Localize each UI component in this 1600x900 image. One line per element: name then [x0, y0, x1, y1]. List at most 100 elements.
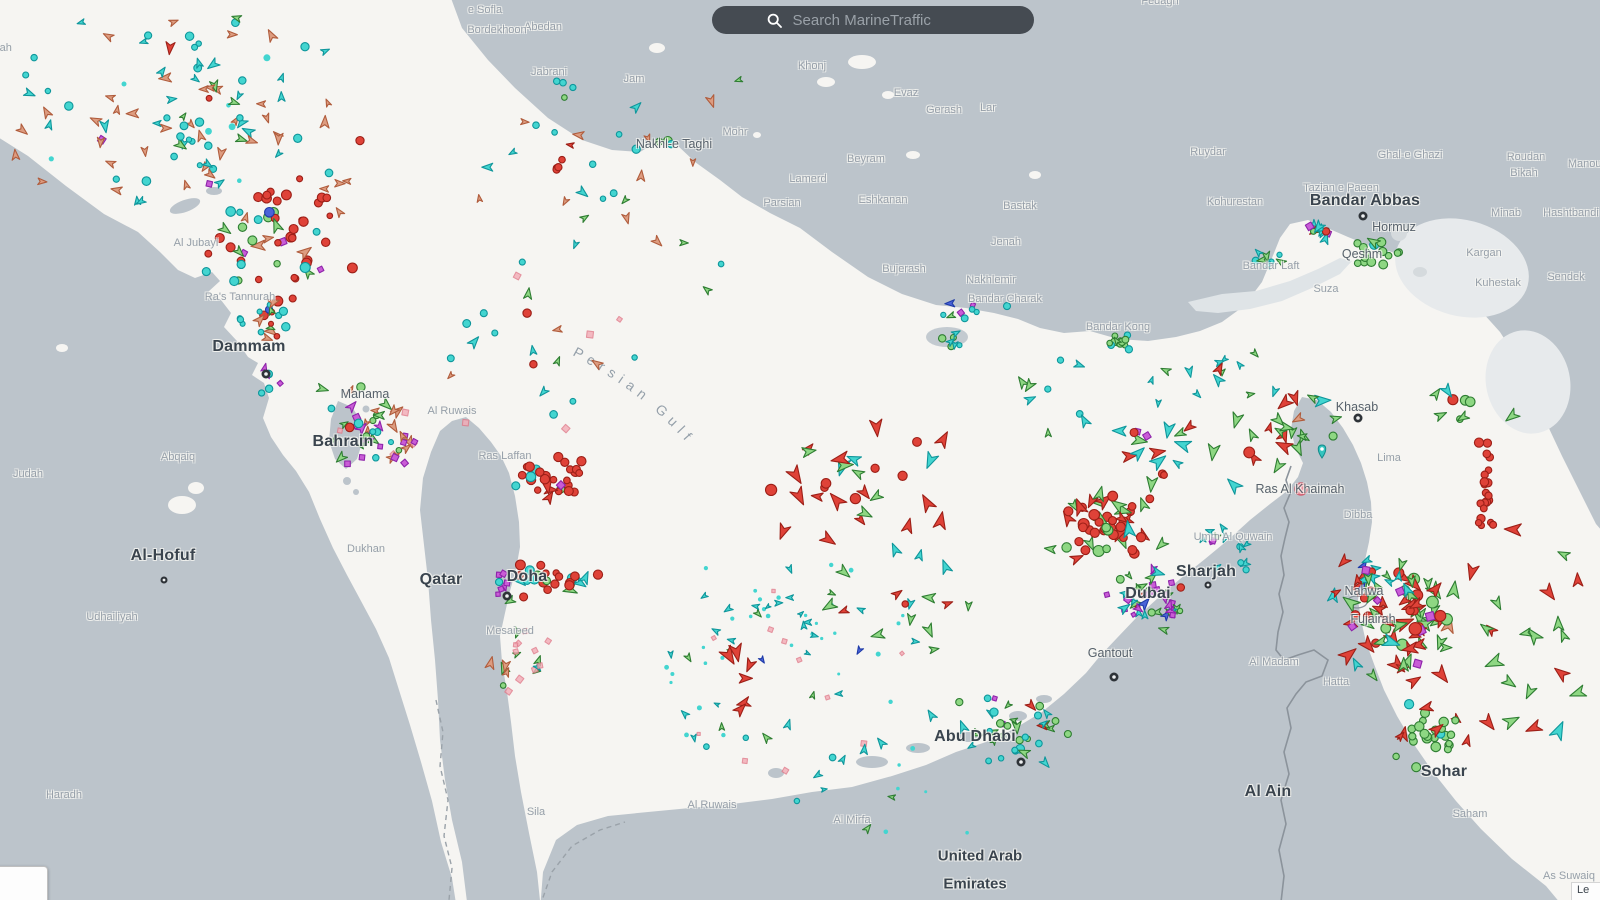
vessel-marker-red-circle[interactable] [559, 156, 566, 163]
vessel-marker-red-circle[interactable] [1130, 429, 1138, 437]
vessel-marker-salmon-arrow[interactable] [262, 113, 271, 124]
vessel-marker-green-arrow[interactable] [760, 731, 772, 744]
vessel-marker-cyan-arrow[interactable] [1193, 390, 1203, 400]
vessel-marker-magenta-diamond[interactable] [389, 452, 400, 463]
vessel-marker-cyan-circle[interactable] [31, 54, 37, 60]
vessel-marker-pink-diamond[interactable] [899, 651, 904, 656]
vessel-marker-red-circle[interactable] [564, 477, 571, 484]
vessel-marker-green-arrow[interactable] [1407, 576, 1416, 588]
vessel-marker-pink-diamond[interactable] [824, 694, 832, 702]
vessel-marker-cyan-dot[interactable] [48, 156, 54, 162]
vessel-marker-cyan-arrow[interactable] [956, 719, 968, 733]
vessel-marker-green-arrow[interactable] [316, 383, 329, 394]
vessel-marker-cyan-circle[interactable] [192, 44, 198, 50]
vessel-marker-red-circle[interactable] [1177, 584, 1184, 591]
vessel-marker-pink-diamond[interactable] [399, 407, 411, 419]
vessel-marker-cyan-dot[interactable] [703, 661, 708, 665]
vessel-marker-cyan-circle[interactable] [202, 268, 210, 276]
vessel-marker-red-circle[interactable] [1244, 447, 1255, 458]
vessel-marker-cyan-arrow[interactable] [1382, 634, 1402, 651]
vessel-marker-salmon-arrow[interactable] [126, 109, 139, 118]
vessel-marker-green-circle[interactable] [1148, 609, 1155, 616]
vessel-marker-magenta-diamond[interactable] [1373, 597, 1381, 605]
vessel-marker-cyan-arrow[interactable] [1235, 360, 1244, 370]
vessel-marker-pink-diamond[interactable] [460, 417, 472, 429]
vessel-marker-cyan-arrow[interactable] [1041, 708, 1052, 719]
vessel-marker-salmon-arrow[interactable] [204, 169, 217, 181]
vessel-marker-green-arrow[interactable] [1440, 643, 1452, 652]
vessel-marker-red-circle[interactable] [871, 464, 879, 472]
vessel-marker-magenta-diamond[interactable] [1130, 611, 1137, 618]
vessel-marker-green-circle[interactable] [1379, 260, 1388, 269]
vessel-marker-salmon-arrow[interactable] [371, 407, 380, 414]
vessel-marker-cyan-arrow[interactable] [76, 19, 85, 27]
vessel-marker-red-arrow[interactable] [719, 645, 739, 667]
vessel-marker-cyan-arrow[interactable] [1218, 522, 1228, 532]
vessel-marker-cyan-dot[interactable] [837, 672, 841, 676]
vessel-marker-red-arrow[interactable] [739, 674, 752, 684]
vessel-marker-salmon-arrow[interactable] [1290, 413, 1304, 426]
vessel-marker-cyan-circle[interactable] [185, 32, 193, 40]
vessel-marker-red-circle[interactable] [535, 487, 541, 493]
vessel-marker-green-arrow[interactable] [1206, 444, 1220, 462]
vessel-marker-magenta-diamond[interactable] [1142, 431, 1153, 442]
vessel-marker-salmon-arrow[interactable] [256, 101, 265, 108]
vessel-marker-red-circle[interactable] [525, 462, 534, 471]
vessel-marker-green-arrow[interactable] [719, 723, 725, 731]
vessel-marker-pink-diamond[interactable] [511, 647, 520, 656]
vessel-marker-cyan-circle[interactable] [552, 130, 558, 136]
vessel-marker-green-circle[interactable] [1102, 523, 1111, 532]
vessel-marker-green-arrow[interactable] [701, 284, 712, 295]
vessel-marker-red-arrow[interactable] [811, 491, 823, 501]
vessel-marker-green-circle[interactable] [1420, 729, 1429, 738]
vessel-marker-red-circle[interactable] [564, 487, 573, 496]
vessel-marker-salmon-arrow[interactable] [96, 137, 104, 148]
vessel-marker-pink-diamond[interactable] [616, 316, 623, 323]
vessel-marker-red-circle[interactable] [520, 593, 528, 601]
vessel-marker-red-arrow[interactable] [870, 419, 884, 437]
vessel-marker-red-circle[interactable] [273, 197, 281, 205]
vessel-marker-cyan-arrow[interactable] [1400, 581, 1414, 597]
vessel-marker-red-circle[interactable] [348, 263, 358, 273]
vessel-marker-green-arrow[interactable] [356, 441, 365, 448]
vessel-marker-red-circle[interactable] [543, 570, 550, 577]
vessel-marker-cyan-circle[interactable] [1057, 357, 1063, 363]
vessel-marker-magenta-diamond[interactable] [1123, 595, 1133, 605]
vessel-marker-cyan-arrow[interactable] [1236, 542, 1246, 553]
vessel-marker-red-arrow[interactable] [566, 142, 574, 149]
vessel-marker-red-arrow[interactable] [1572, 573, 1582, 587]
vessel-marker-red-arrow[interactable] [1504, 523, 1521, 536]
vessel-marker-cyan-circle[interactable] [226, 207, 236, 217]
vessel-marker-red-circle[interactable] [1140, 593, 1145, 598]
vessel-marker-magenta-diamond[interactable] [399, 437, 409, 447]
vessel-marker-red-circle[interactable] [902, 601, 908, 607]
vessel-marker-cyan-circle[interactable] [570, 84, 576, 90]
vessel-marker-cyan-circle[interactable] [239, 77, 246, 84]
vessel-marker-red-arrow[interactable] [1358, 636, 1378, 657]
vessel-marker-red-arrow[interactable] [942, 598, 954, 608]
vessel-marker-salmon-arrow[interactable] [169, 17, 180, 26]
vessel-marker-red-circle[interactable] [593, 570, 602, 579]
vessel-marker-red-arrow[interactable] [1464, 563, 1479, 581]
vessel-marker-red-circle[interactable] [291, 274, 298, 281]
vessel-marker-pink-diamond[interactable] [711, 635, 717, 641]
vessel-marker-green-arrow[interactable] [1012, 721, 1022, 734]
vessel-marker-cyan-arrow[interactable] [713, 701, 720, 707]
vessel-marker-cyan-circle[interactable] [325, 169, 333, 177]
vessel-marker-cyan-arrow[interactable] [835, 691, 843, 697]
vessel-marker-green-arrow[interactable] [1447, 580, 1461, 598]
vessel-marker-pink-diamond[interactable] [780, 637, 789, 646]
vessel-marker-cyan-circle[interactable] [554, 78, 560, 84]
vessel-marker-green-arrow[interactable] [810, 691, 817, 699]
vessel-marker-cyan-arrow[interactable] [507, 148, 517, 157]
vessel-marker-green-arrow[interactable] [990, 736, 999, 745]
vessel-marker-green-arrow[interactable] [512, 627, 523, 639]
vessel-marker-green-circle[interactable] [543, 577, 551, 585]
vessel-marker-red-circle[interactable] [1435, 610, 1446, 621]
vessel-marker-cyan-arrow[interactable] [1039, 719, 1049, 728]
vessel-marker-cyan-circle[interactable] [632, 355, 637, 360]
vessel-marker-red-arrow[interactable] [1479, 714, 1498, 734]
vessel-marker-salmon-arrow[interactable] [195, 129, 206, 142]
vessel-marker-cyan-arrow[interactable] [1142, 610, 1148, 619]
